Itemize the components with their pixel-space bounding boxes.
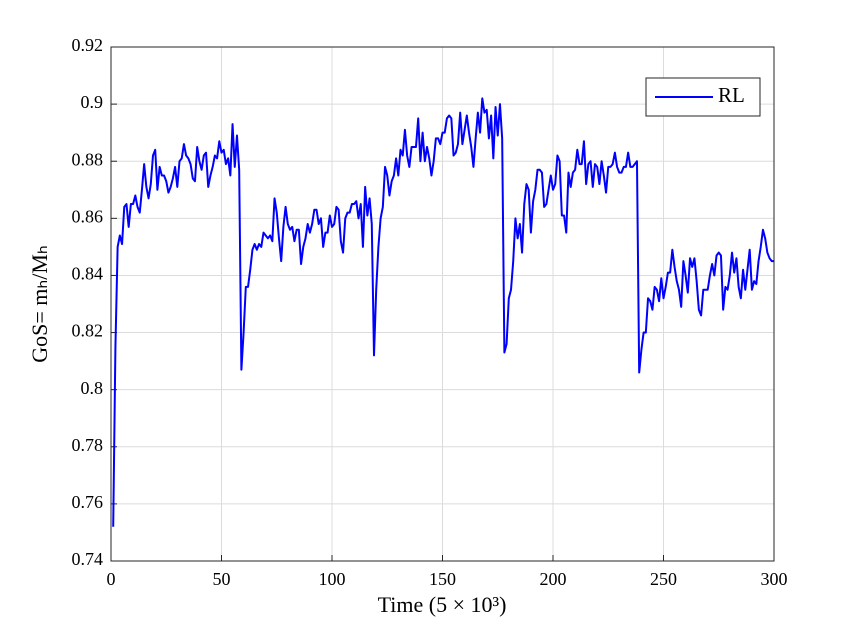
y-tick-label: 0.9 — [81, 92, 104, 112]
y-tick-label: 0.86 — [72, 206, 104, 226]
y-tick-label: 0.82 — [72, 321, 104, 341]
x-tick-label: 300 — [761, 569, 788, 589]
x-tick-label: 250 — [650, 569, 677, 589]
y-axis-label: GoS= mₕ/Mₕ — [27, 245, 52, 363]
plot-frame — [110, 46, 775, 562]
y-tick-label: 0.8 — [81, 378, 104, 398]
y-tick-label: 0.84 — [72, 264, 104, 284]
y-tick-label: 0.88 — [72, 149, 104, 169]
data-line — [112, 97, 774, 527]
x-axis-label: Time (5 × 10³) — [378, 592, 507, 617]
y-tick-label: 0.78 — [72, 435, 104, 455]
x-tick-label: 100 — [319, 569, 346, 589]
y-tick-label: 0.74 — [72, 549, 104, 569]
x-tick-label: 50 — [213, 569, 231, 589]
y-tick-label: 0.92 — [72, 35, 104, 55]
x-tick-label: 200 — [540, 569, 567, 589]
y-tick-label: 0.76 — [72, 492, 104, 512]
x-tick-label: 150 — [429, 569, 456, 589]
legend-label: RL — [718, 83, 745, 107]
x-tick-label: 0 — [107, 569, 116, 589]
